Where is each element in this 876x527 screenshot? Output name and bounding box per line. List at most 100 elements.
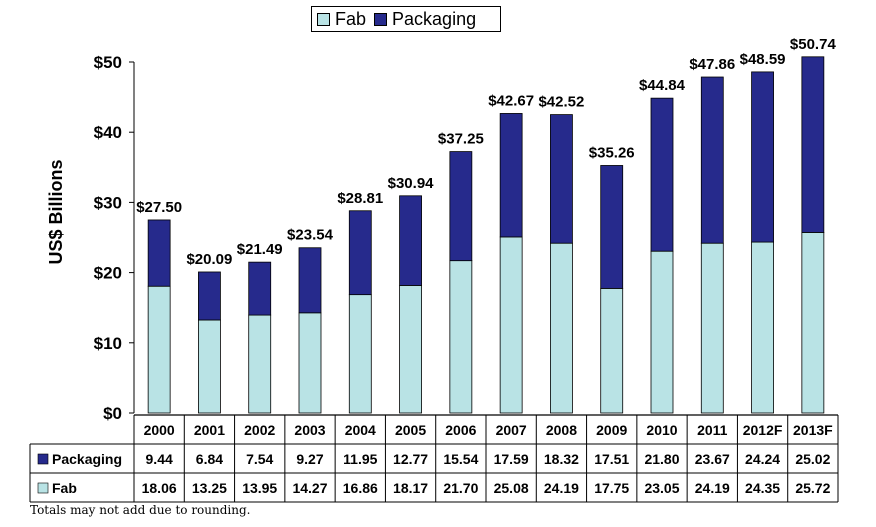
table-cell-value: 18.32 — [544, 451, 579, 467]
bar-fab — [198, 319, 221, 414]
bar-fab — [499, 236, 523, 414]
bar-fab — [600, 287, 624, 414]
y-axis-label: US$ Billions — [46, 159, 66, 264]
table-row-swatch — [37, 453, 49, 465]
bar-packaging — [499, 113, 523, 238]
legend-label-fab: Fab — [335, 8, 367, 29]
bar-fab — [147, 285, 171, 414]
x-category-label: 2008 — [546, 422, 577, 438]
bar-total-label: $23.54 — [287, 227, 334, 244]
x-category-label: 2006 — [445, 422, 476, 438]
bar-packaging — [298, 247, 322, 314]
bar-packaging — [801, 56, 825, 233]
table-cell-value: 25.02 — [795, 451, 830, 467]
table-cell-value: 24.35 — [745, 480, 780, 496]
bar-total-label: $42.67 — [488, 92, 534, 109]
bar-packaging — [198, 271, 221, 321]
table-row-swatch — [37, 482, 49, 494]
bar-packaging — [248, 261, 272, 316]
bar-fab — [248, 314, 272, 414]
bar-packaging — [348, 210, 372, 296]
table-cell-value: 6.84 — [196, 451, 223, 467]
table-cell-value: 25.08 — [494, 480, 529, 496]
bar-total-label: $27.50 — [136, 199, 182, 216]
y-tick-label: $50 — [94, 53, 122, 72]
x-category-label: 2009 — [596, 422, 627, 438]
bar-packaging — [449, 151, 473, 262]
table-cell-value: 17.51 — [594, 451, 629, 467]
bar-total-label: $44.84 — [639, 77, 686, 94]
x-category-label: 2000 — [144, 422, 175, 438]
bar-fab — [700, 242, 724, 414]
y-tick-label: $10 — [94, 334, 122, 353]
y-tick-label: $0 — [103, 404, 122, 423]
table-cell-value: 24.24 — [745, 451, 780, 467]
x-category-label: 2004 — [345, 422, 376, 438]
legend-item-fab: Fab — [317, 9, 366, 30]
table-cell-value: 14.27 — [292, 480, 327, 496]
bar-packaging — [650, 97, 674, 252]
table-cell-value: 23.05 — [644, 480, 679, 496]
bar-total-label: $47.86 — [689, 56, 735, 73]
y-tick-label: $30 — [94, 193, 122, 212]
bar-total-label: $21.49 — [237, 241, 283, 258]
bar-packaging — [751, 71, 774, 243]
table-cell-value: 12.77 — [393, 451, 428, 467]
x-category-label: 2002 — [244, 422, 275, 438]
table-cell-value: 11.95 — [343, 451, 377, 467]
table-row-label: Fab — [52, 480, 77, 496]
table-cell-value: 9.44 — [146, 451, 173, 467]
table-cell-value: 24.19 — [695, 480, 730, 496]
bar-total-label: $28.81 — [337, 190, 383, 207]
bar-total-label: $48.59 — [740, 51, 786, 68]
bar-packaging — [700, 76, 724, 244]
bar-fab — [751, 241, 774, 414]
bar-fab — [550, 242, 573, 414]
bar-packaging — [550, 114, 573, 244]
table-cell-value: 13.95 — [242, 480, 277, 496]
bar-fab — [348, 294, 372, 414]
x-category-label: 2011 — [697, 422, 728, 438]
x-category-label: 2012F — [743, 422, 783, 438]
y-tick-label: $20 — [94, 264, 122, 283]
bar-fab — [650, 250, 674, 414]
bar-fab — [801, 232, 825, 414]
table-cell-value: 7.54 — [246, 451, 273, 467]
table-cell-value: 18.06 — [142, 480, 177, 496]
table-cell-value: 23.67 — [695, 451, 730, 467]
bar-total-label: $20.09 — [186, 251, 232, 268]
footnote: Totals may not add due to rounding. — [30, 503, 251, 517]
x-category-label: 2010 — [646, 422, 677, 438]
legend-swatch-packaging — [374, 12, 388, 26]
bar-fab — [298, 312, 322, 414]
chart-legend: Fab Packaging — [311, 6, 501, 32]
table-cell-value: 13.25 — [192, 480, 227, 496]
table-cell-value: 21.70 — [443, 480, 478, 496]
table-cell-value: 24.19 — [544, 480, 579, 496]
bar-total-label: $50.74 — [790, 36, 837, 53]
x-category-label: 2007 — [496, 422, 527, 438]
table-cell-value: 21.80 — [644, 451, 679, 467]
table-row-label: Packaging — [52, 451, 122, 467]
legend-label-packaging: Packaging — [392, 8, 477, 29]
bar-total-label: $37.25 — [438, 131, 484, 148]
bar-total-label: $35.26 — [589, 144, 635, 161]
table-cell-value: 17.59 — [494, 451, 529, 467]
table-cell-value: 9.27 — [296, 451, 323, 467]
bar-total-label: $42.52 — [538, 94, 584, 111]
table-cell-value: 15.54 — [443, 451, 478, 467]
x-category-label: 2005 — [395, 422, 426, 438]
table-cell-value: 18.17 — [393, 480, 428, 496]
bar-fab — [449, 260, 473, 414]
y-tick-label: $40 — [94, 123, 122, 142]
bar-total-label: $30.94 — [388, 175, 435, 192]
table-cell-value: 16.86 — [343, 480, 378, 496]
table-cell-value: 17.75 — [594, 480, 629, 496]
bar-packaging — [600, 165, 624, 289]
bar-fab — [399, 285, 422, 414]
x-category-label: 2001 — [194, 422, 225, 438]
bar-packaging — [399, 195, 422, 286]
bar-packaging — [147, 219, 171, 287]
x-category-label: 2013F — [793, 422, 833, 438]
